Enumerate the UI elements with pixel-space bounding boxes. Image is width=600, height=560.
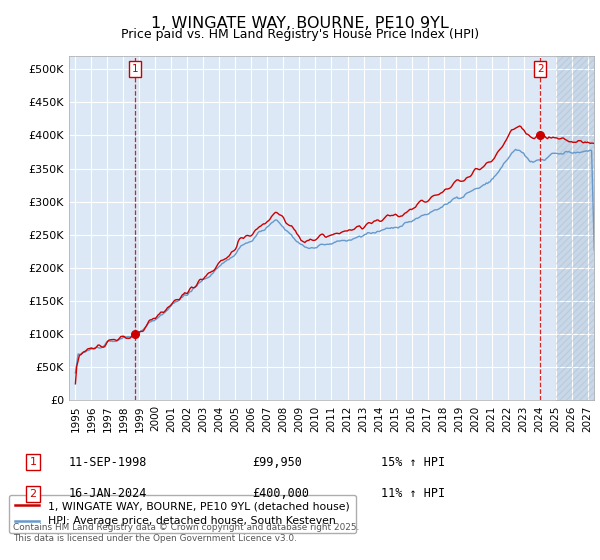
Text: 11% ↑ HPI: 11% ↑ HPI — [381, 487, 445, 501]
Text: £400,000: £400,000 — [252, 487, 309, 501]
Bar — [556, 56, 594, 400]
Text: 2: 2 — [537, 64, 544, 74]
Text: 1: 1 — [29, 457, 37, 467]
Text: £99,950: £99,950 — [252, 455, 302, 469]
Text: 11-SEP-1998: 11-SEP-1998 — [69, 455, 148, 469]
Text: 2: 2 — [29, 489, 37, 499]
Text: 15% ↑ HPI: 15% ↑ HPI — [381, 455, 445, 469]
Text: 16-JAN-2024: 16-JAN-2024 — [69, 487, 148, 501]
Text: Contains HM Land Registry data © Crown copyright and database right 2025.
This d: Contains HM Land Registry data © Crown c… — [13, 524, 359, 543]
Text: 1: 1 — [131, 64, 138, 74]
Legend: 1, WINGATE WAY, BOURNE, PE10 9YL (detached house), HPI: Average price, detached : 1, WINGATE WAY, BOURNE, PE10 9YL (detach… — [8, 494, 356, 533]
Text: 1, WINGATE WAY, BOURNE, PE10 9YL: 1, WINGATE WAY, BOURNE, PE10 9YL — [151, 16, 449, 31]
Text: Price paid vs. HM Land Registry's House Price Index (HPI): Price paid vs. HM Land Registry's House … — [121, 28, 479, 41]
